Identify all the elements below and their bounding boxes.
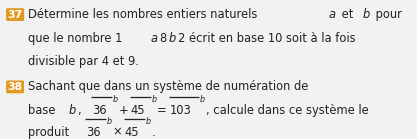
Text: produit: produit [28, 126, 73, 139]
Text: 45: 45 [131, 104, 146, 117]
Text: b: b [107, 117, 112, 126]
Text: 45: 45 [125, 126, 140, 139]
Text: b: b [113, 95, 118, 104]
Text: base: base [28, 104, 60, 117]
Text: que le nombre 1: que le nombre 1 [28, 32, 123, 45]
Text: Détermine les nombres entiers naturels: Détermine les nombres entiers naturels [28, 8, 261, 21]
Text: ×: × [113, 126, 122, 139]
Text: b: b [362, 8, 370, 21]
Text: divisible par 4 et 9.: divisible par 4 et 9. [28, 55, 139, 68]
Text: =: = [157, 104, 167, 117]
Text: b: b [151, 95, 156, 104]
Text: Sachant que dans un système de numération de: Sachant que dans un système de numératio… [28, 80, 309, 93]
Text: 36: 36 [92, 104, 106, 117]
Text: a: a [329, 8, 336, 21]
Text: et: et [338, 8, 357, 21]
Text: 103: 103 [170, 104, 192, 117]
Text: , calcule dans ce système le: , calcule dans ce système le [206, 104, 368, 117]
Text: 38: 38 [8, 82, 23, 92]
Text: 8: 8 [159, 32, 166, 45]
Text: a: a [150, 32, 157, 45]
Text: b: b [168, 32, 176, 45]
Text: pour: pour [372, 8, 402, 21]
Text: ,: , [78, 104, 89, 117]
Text: b: b [146, 117, 151, 126]
Text: b: b [68, 104, 76, 117]
Text: 36: 36 [86, 126, 101, 139]
Text: .: . [151, 126, 155, 139]
Text: 37: 37 [8, 10, 23, 20]
Text: b: b [200, 95, 205, 104]
Text: 2 écrit en base 10 soit à la fois: 2 écrit en base 10 soit à la fois [178, 32, 356, 45]
Text: +: + [118, 104, 128, 117]
